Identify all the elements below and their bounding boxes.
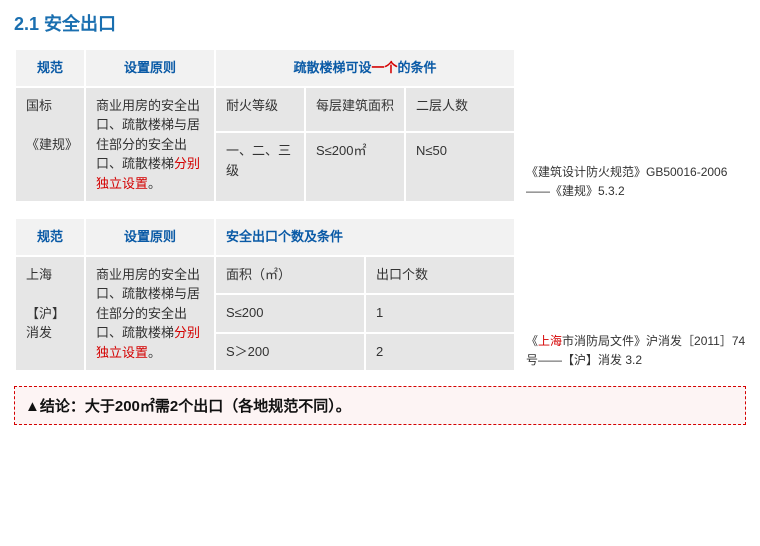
conclusion-box: ▲结论：大于200㎡需2个出口（各地规范不同）。: [14, 386, 746, 425]
t1-sub-fire-v: 一、二、三级: [215, 132, 305, 202]
t1-sub-fire-h: 耐火等级: [215, 87, 305, 133]
t1-sub-people-v: N≤50: [405, 132, 515, 202]
t1-sub-area-v: S≤200㎡: [305, 132, 405, 202]
table2: 规范 设置原则 安全出口个数及条件 上海 【沪】 消发 商业用房的安全出口、疏散…: [14, 217, 516, 372]
t2-hdr-principle: 设置原则: [85, 218, 215, 256]
t2-sub-area-h: 面积（㎡）: [215, 256, 365, 295]
t1-sub-people-h: 二层人数: [405, 87, 515, 133]
t2-row0-area: S≤200: [215, 294, 365, 333]
t1-sub-area-h: 每层建筑面积: [305, 87, 405, 133]
t2-hdr-condition: 安全出口个数及条件: [215, 218, 515, 256]
table2-wrap: 规范 设置原则 安全出口个数及条件 上海 【沪】 消发 商业用房的安全出口、疏散…: [14, 217, 746, 372]
t1-hdr-condition: 疏散楼梯可设一个的条件: [215, 49, 515, 87]
t2-principle: 商业用房的安全出口、疏散楼梯与居住部分的安全出口、疏散楼梯分别独立设置。: [85, 256, 215, 372]
t2-row1-count: 2: [365, 333, 515, 372]
table1-wrap: 规范 设置原则 疏散楼梯可设一个的条件 国标 《建规》 商业用房的安全出口、疏散…: [14, 48, 746, 203]
t2-citation: 《上海市消防局文件》沪消发［2011］74 号——【沪】消发 3.2: [526, 332, 746, 372]
t1-citation: 《建筑设计防火规范》GB50016-2006 ——《建规》5.3.2: [526, 163, 727, 203]
t1-hdr-spec: 规范: [15, 49, 85, 87]
t2-row1-area: S＞200: [215, 333, 365, 372]
section-title: 2.1 安全出口: [14, 10, 746, 36]
t2-sub-count-h: 出口个数: [365, 256, 515, 295]
t2-spec: 上海 【沪】 消发: [15, 256, 85, 372]
t1-spec: 国标 《建规》: [15, 87, 85, 203]
t2-row0-count: 1: [365, 294, 515, 333]
t2-hdr-spec: 规范: [15, 218, 85, 256]
t1-principle: 商业用房的安全出口、疏散楼梯与居住部分的安全出口、疏散楼梯分别独立设置。: [85, 87, 215, 203]
t1-hdr-principle: 设置原则: [85, 49, 215, 87]
table1: 规范 设置原则 疏散楼梯可设一个的条件 国标 《建规》 商业用房的安全出口、疏散…: [14, 48, 516, 203]
